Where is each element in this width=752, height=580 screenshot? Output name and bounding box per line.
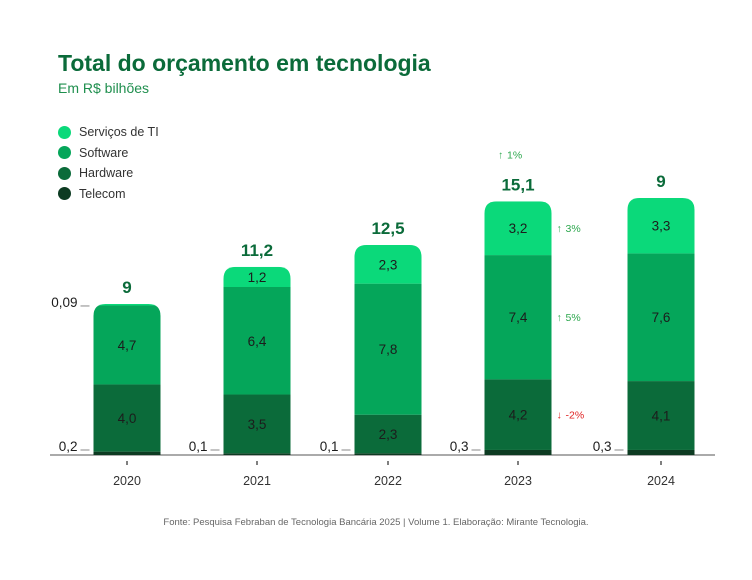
variation-arrow-servicos-de-ti-2023: ↑ (557, 223, 562, 235)
data-label-telecom-2023: 0,3 (450, 439, 469, 454)
bar-segment-software-2022 (354, 283, 422, 415)
legend-swatch-telecom (58, 187, 71, 201)
data-label-hardware-2021: 3,5 (248, 417, 267, 432)
legend: Serviços de TI Software Hardware Telecom (58, 122, 159, 204)
chart-title: Total do orçamento em tecnologia (58, 50, 431, 76)
data-label-telecom-2020: 0,2 (59, 439, 78, 454)
total-label-2024: 9 (656, 172, 665, 191)
bar-segment-hardware-2022 (354, 414, 422, 454)
bar-segment-telecom-2021 (223, 453, 291, 455)
data-label-telecom-2022: 0,1 (320, 439, 339, 454)
bar-segment-servicos-de-ti-2022 (354, 245, 422, 284)
data-label-software-2022: 7,8 (379, 342, 398, 357)
legend-swatch-hardware (58, 166, 71, 180)
total-label-2022: 12,5 (371, 219, 404, 238)
legend-label-hardware: Hardware (79, 166, 134, 181)
data-label-software-2023: 7,4 (509, 310, 528, 325)
bar-segment-software-2021 (223, 287, 291, 395)
data-label-software-2021: 6,4 (248, 334, 267, 349)
legend-swatch-servicos (58, 125, 71, 139)
x-tick-label-2023: 2023 (504, 474, 532, 488)
source-note: Fonte: Pesquisa Febraban de Tecnologia B… (163, 517, 589, 528)
data-label-servicos-de-ti-2022: 2,3 (379, 257, 398, 272)
variation-label-hardware-2023: -2% (566, 410, 585, 422)
data-label-telecom-2021: 0,1 (189, 439, 208, 454)
x-tick-label-2022: 2022 (374, 474, 402, 488)
data-label-servicos-de-ti-2024: 3,3 (652, 219, 671, 234)
legend-item-servicos: Serviços de TI (58, 122, 159, 143)
data-label-servicos-de-ti-2023: 3,2 (509, 221, 528, 236)
bar-segment-servicos-de-ti-2023 (484, 201, 552, 256)
data-label-servicos-de-ti-2021: 1,2 (248, 270, 267, 285)
data-label-hardware-2024: 4,1 (652, 409, 671, 424)
data-label-software-2024: 7,6 (652, 310, 671, 325)
bar-stack-2024 (627, 197, 695, 455)
bar-segment-servicos-de-ti-2020 (93, 303, 161, 306)
data-label-hardware-2023: 4,2 (509, 408, 528, 423)
total-label-2021: 11,2 (241, 241, 273, 260)
variation-label-software-2023: 5% (566, 312, 581, 324)
bar-stack-2023 (484, 201, 552, 455)
bar-stack-2021 (223, 266, 291, 455)
data-label-hardware-2020: 4,0 (118, 411, 137, 426)
legend-item-hardware: Hardware (58, 163, 159, 184)
total-label-2020: 9 (122, 278, 131, 297)
bar-segment-telecom-2022 (354, 453, 422, 455)
bar-segment-hardware-2024 (627, 381, 695, 450)
data-label-telecom-2024: 0,3 (593, 439, 612, 454)
bar-stack-2022 (354, 245, 422, 455)
data-label-hardware-2022: 2,3 (379, 427, 398, 442)
legend-swatch-software (58, 146, 71, 160)
bar-segment-servicos-de-ti-2021 (223, 266, 291, 287)
bar-segment-software-2024 (627, 253, 695, 382)
x-tick-label-2024: 2024 (647, 474, 675, 488)
legend-item-software: Software (58, 143, 159, 164)
bar-segment-hardware-2023 (484, 379, 552, 450)
x-tick-label-2020: 2020 (113, 474, 141, 488)
chart-subtitle: Em R$ bilhões (58, 80, 150, 96)
bar-segment-hardware-2021 (223, 394, 291, 454)
bar-segment-telecom-2023 (484, 449, 552, 455)
data-label-servicos-de-ti-2020: 0,09 (51, 295, 77, 310)
bar-segment-software-2023 (484, 255, 552, 380)
bar-stack-2020 (93, 303, 161, 455)
x-tick-label-2021: 2021 (243, 474, 271, 488)
variation-arrow-hardware-2023: ↓ (557, 410, 562, 422)
bar-segment-telecom-2024 (627, 449, 695, 455)
variation-arrow-software-2023: ↑ (557, 312, 562, 324)
data-label-software-2020: 4,7 (118, 338, 137, 353)
legend-label-software: Software (79, 145, 129, 160)
variation-arrow-total-2023: ↑ (498, 149, 503, 161)
bar-segment-hardware-2020 (93, 384, 161, 452)
bar-segment-telecom-2020 (93, 451, 161, 455)
total-label-2023: 15,1 (501, 175, 534, 194)
legend-label-telecom: Telecom (79, 186, 126, 201)
legend-item-telecom: Telecom (58, 184, 159, 205)
bar-segment-servicos-de-ti-2024 (627, 197, 695, 254)
variation-label-total-2023: 1% (507, 149, 522, 161)
variation-label-servicos-de-ti-2023: 3% (566, 223, 581, 235)
legend-label-servicos: Serviços de TI (79, 125, 159, 140)
bar-segment-software-2020 (93, 305, 161, 385)
